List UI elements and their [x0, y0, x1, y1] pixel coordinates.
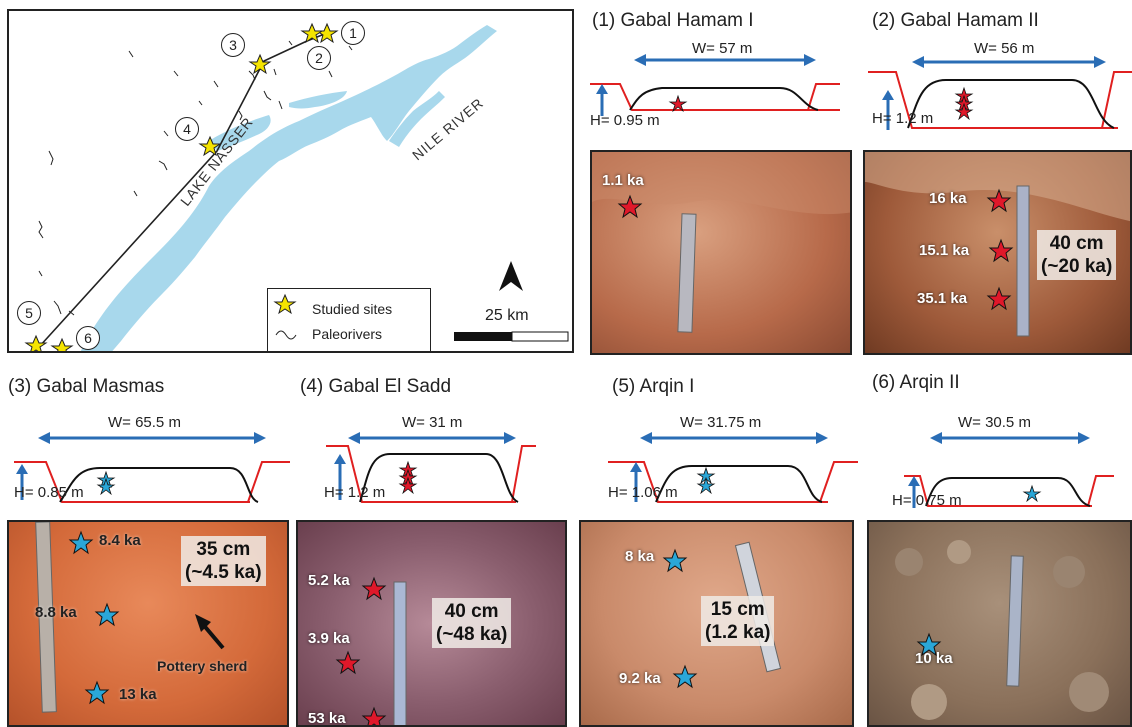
- photo-site-5: 8 ka 9.2 ka 15 cm (1.2 ka): [579, 520, 854, 727]
- width-label-3: W= 65.5 m: [106, 414, 183, 431]
- width-label-5: W= 31.75 m: [678, 414, 764, 431]
- panel-1-title: (1) Gabal Hamam I: [592, 10, 754, 31]
- legend-river-icon: [275, 330, 297, 340]
- map-canvas: [24, 22, 569, 351]
- age-label-4-1: 5.2 ka: [308, 572, 350, 589]
- depth-box-4-line1: 40 cm: [444, 601, 499, 622]
- legend-studied-sites: Studied sites: [312, 301, 393, 317]
- depth-box-3: 35 cm (~4.5 ka): [181, 536, 266, 586]
- site-number-6: 6: [76, 326, 100, 350]
- age-label-3-3: 13 ka: [119, 686, 157, 703]
- age-label-1-1: 1.1 ka: [602, 172, 644, 189]
- legend-star-icon: [273, 293, 297, 315]
- north-arrow: [499, 261, 523, 291]
- site-number-5: 5: [17, 301, 41, 325]
- site-number-2: 2: [307, 46, 331, 70]
- age-label-3-2: 8.8 ka: [35, 604, 77, 621]
- width-label-6: W= 30.5 m: [956, 414, 1033, 431]
- depth-box-5-line1: 15 cm: [710, 599, 765, 620]
- nile-river: [389, 91, 445, 147]
- panel-4-title: (4) Gabal El Sadd: [300, 376, 452, 397]
- age-label-3-1: 8.4 ka: [99, 532, 141, 549]
- photo-site-6: 10 ka: [867, 520, 1132, 727]
- lake-arm: [209, 115, 271, 151]
- photo-site-3: 8.4 ka 8.8 ka 13 ka 35 cm (~4.5 ka) Pott…: [7, 520, 289, 727]
- height-label-2: H= 1.2 m: [872, 110, 934, 127]
- photo-site-2: 16 ka 15.1 ka 35.1 ka 40 cm (~20 ka): [863, 150, 1132, 355]
- site-number-4: 4: [175, 117, 199, 141]
- cross-section-5: W= 31.75 m H= 1.06 m: [608, 410, 858, 510]
- site-map: 1 2 3 4 5 6 LAKE NASSER NILE RIVER Studi…: [7, 9, 574, 353]
- height-label-5: H= 1.06 m: [608, 484, 678, 501]
- age-label-2-3: 35.1 ka: [917, 290, 968, 307]
- depth-box-3-line1: 35 cm: [196, 539, 251, 560]
- age-label-5-1: 8 ka: [625, 548, 655, 565]
- cross-section-6: W= 30.5 m H= 0.75 m: [892, 410, 1128, 510]
- depth-box-5-line2: (1.2 ka): [705, 622, 771, 643]
- cross-section-4: W= 31 m H= 1.2 m: [324, 410, 536, 510]
- site-number-3: 3: [221, 33, 245, 57]
- panel-3-title: (3) Gabal Masmas: [8, 376, 165, 397]
- depth-box-2-line2: (~20 ka): [1041, 256, 1113, 277]
- depth-box-2: 40 cm (~20 ka): [1037, 230, 1117, 280]
- age-label-5-2: 9.2 ka: [619, 670, 661, 687]
- age-label-4-3: 53 ka: [308, 710, 346, 727]
- height-label-1: H= 0.95 m: [590, 112, 660, 129]
- depth-box-2-line1: 40 cm: [1049, 233, 1104, 254]
- panel-5-title: (5) Arqin I: [612, 376, 695, 397]
- height-label-4: H= 1.2 m: [324, 484, 386, 501]
- legend-paleorivers: Paleorivers: [312, 326, 383, 342]
- site-number-1: 1: [341, 21, 365, 45]
- width-label-2: W= 56 m: [972, 40, 1037, 57]
- age-label-2-2: 15.1 ka: [919, 242, 970, 259]
- pottery-sherd-note: Pottery sherd: [157, 658, 248, 674]
- age-label-4-2: 3.9 ka: [308, 630, 350, 647]
- height-label-6: H= 0.75 m: [892, 492, 962, 509]
- depth-box-3-line2: (~4.5 ka): [185, 562, 262, 583]
- panel-2-title: (2) Gabal Hamam II: [872, 10, 1039, 31]
- age-label-6-1: 10 ka: [915, 650, 953, 667]
- depth-box-4-line2: (~48 ka): [436, 624, 508, 645]
- scale-label: 25 km: [485, 307, 529, 324]
- depth-box-5: 15 cm (1.2 ka): [701, 596, 775, 646]
- site-stars: [24, 22, 339, 351]
- height-label-3: H= 0.85 m: [14, 484, 84, 501]
- depth-box-4: 40 cm (~48 ka): [432, 598, 512, 648]
- photo-site-1: 1.1 ka: [590, 150, 852, 355]
- photo-site-4: 5.2 ka 3.9 ka 53 ka 40 cm (~48 ka): [296, 520, 567, 727]
- cross-section-1: W= 57 m H= 0.95 m: [590, 40, 840, 140]
- age-label-2-1: 16 ka: [929, 190, 967, 207]
- cross-section-2: W= 56 m H= 1.2 m: [868, 40, 1132, 140]
- lake-nasser-shape: [80, 25, 497, 351]
- panel-6-title: (6) Arqin II: [872, 372, 960, 393]
- cross-section-3: W= 65.5 m H= 0.85 m: [10, 410, 290, 510]
- lake-arm-2: [289, 91, 347, 109]
- width-label-4: W= 31 m: [400, 414, 465, 431]
- width-label-1: W= 57 m: [690, 40, 755, 57]
- map-legend: Studied sites Paleorivers: [267, 288, 431, 351]
